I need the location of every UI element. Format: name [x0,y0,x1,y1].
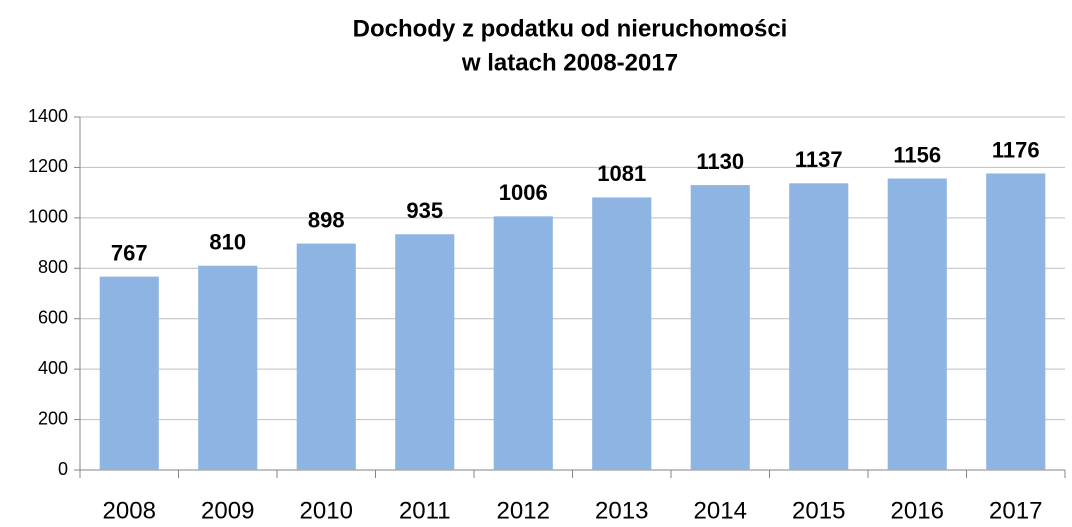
bar [690,185,750,471]
data-label: 935 [406,198,443,223]
bar [789,183,849,470]
chart-title: Dochody z podatku od nieruchomości [353,15,788,42]
x-tick-label: 2015 [792,497,845,524]
bar [986,173,1046,471]
bar [395,234,455,470]
bar [296,243,356,470]
data-label: 1006 [499,180,548,205]
x-tick-label: 2009 [201,497,254,524]
data-label: 810 [209,230,246,255]
y-tick-label: 1400 [28,106,68,126]
x-tick-label: 2008 [103,497,156,524]
data-label: 1176 [992,137,1040,162]
data-label: 1156 [893,142,941,167]
bar [493,216,553,470]
data-label: 767 [111,240,148,265]
data-label: 898 [308,207,345,232]
bar [99,276,159,470]
bar [592,197,652,470]
y-tick-label: 0 [58,459,68,479]
chart-title: w latach 2008-2017 [461,49,678,76]
data-label: 1130 [696,149,744,174]
bar [198,265,258,470]
data-label: 1137 [795,147,843,172]
y-tick-label: 400 [38,358,68,378]
y-tick-label: 200 [38,408,68,428]
x-tick-label: 2011 [399,497,451,524]
data-label: 1081 [597,161,646,186]
y-tick-label: 1000 [28,207,68,227]
y-tick-label: 800 [38,257,68,277]
x-tick-label: 2010 [300,497,353,524]
x-tick-label: 2016 [891,497,944,524]
bar [887,178,947,470]
y-tick-label: 1200 [28,156,68,176]
x-tick-label: 2013 [595,497,648,524]
x-tick-label: 2012 [497,497,550,524]
x-tick-label: 2017 [989,497,1042,524]
y-tick-label: 600 [38,307,68,327]
x-tick-label: 2014 [694,497,747,524]
